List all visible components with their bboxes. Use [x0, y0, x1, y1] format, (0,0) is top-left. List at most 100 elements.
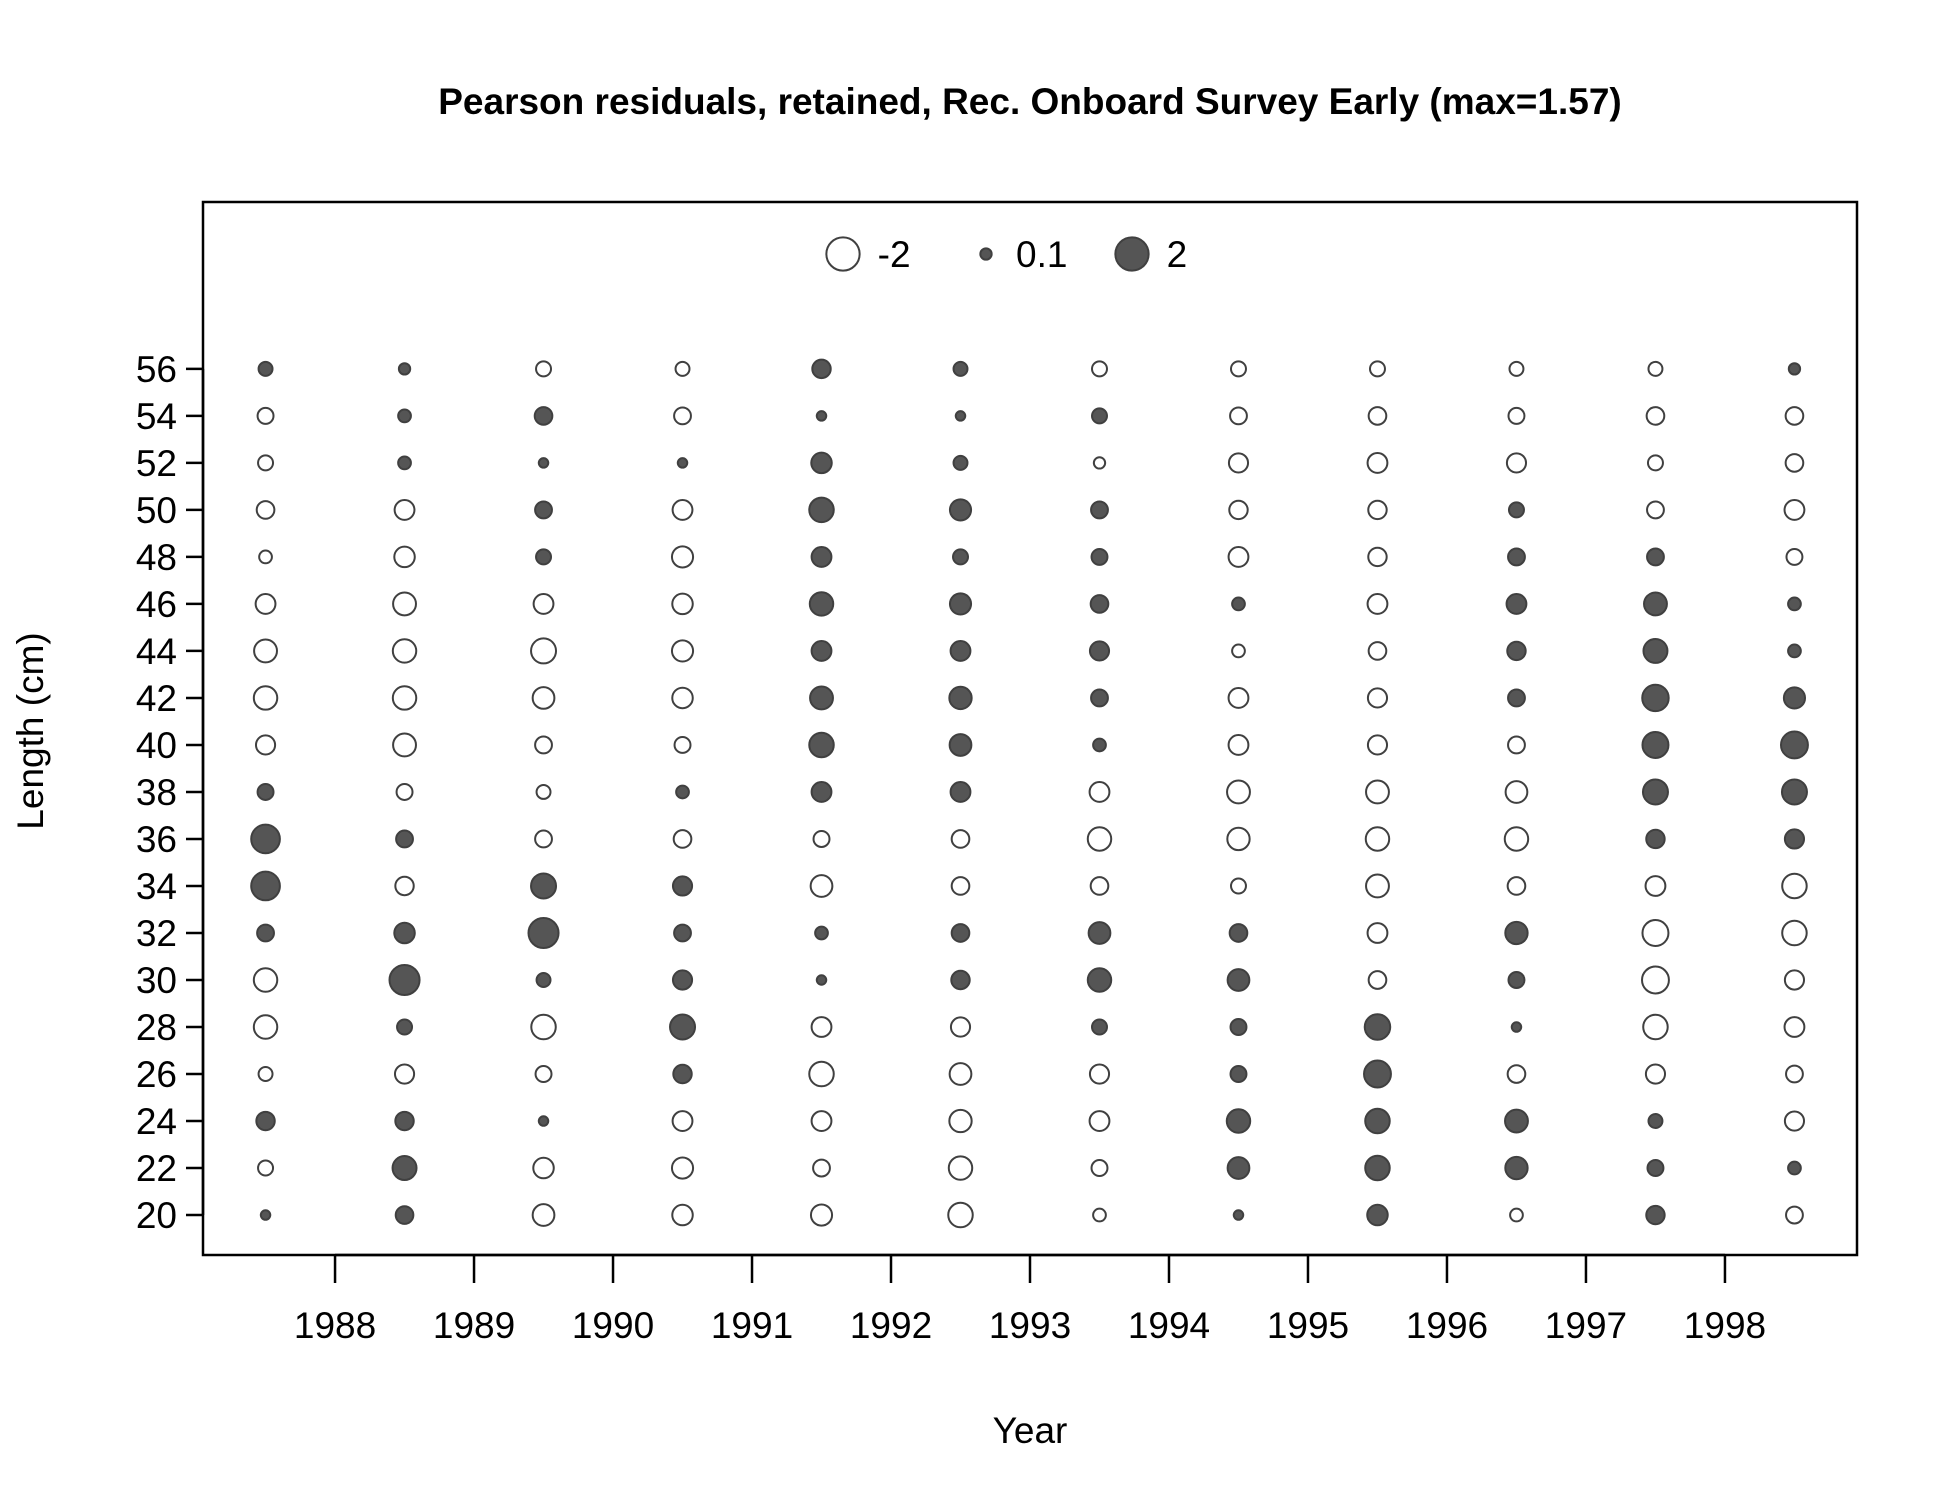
residual-bubble [1785, 1064, 1804, 1084]
x-tick-label: 1991 [711, 1305, 793, 1346]
residual-bubble [949, 1016, 972, 1038]
residual-bubble [810, 1016, 833, 1038]
residual-bubble [1086, 826, 1113, 852]
residual-bubble [1089, 594, 1110, 614]
y-tick-label: 42 [136, 678, 177, 719]
residual-bubble [393, 1063, 416, 1085]
residual-bubble [671, 969, 694, 991]
residual-bubble [1231, 643, 1246, 659]
residual-bubble [1090, 688, 1109, 708]
residual-bubble [1506, 876, 1527, 896]
residual-bubble [1641, 683, 1670, 713]
residual-bubble [252, 1014, 279, 1040]
residual-bubble [258, 549, 273, 565]
x-tick-label: 1995 [1267, 1305, 1349, 1346]
residual-bubble [671, 498, 694, 521]
residual-bubble [1089, 876, 1110, 896]
legend-label: 2 [1167, 234, 1188, 275]
residual-bubble [1645, 828, 1666, 850]
residual-bubble [1090, 360, 1108, 378]
residual-bubble [252, 967, 279, 993]
residual-bubble [395, 829, 414, 849]
residual-bubble [1646, 454, 1664, 472]
residual-bubble [948, 1108, 973, 1134]
residual-bubble [948, 733, 973, 757]
residual-bubble [1644, 1063, 1667, 1085]
residual-bubble [672, 829, 693, 849]
residual-bubble [388, 963, 421, 997]
y-tick-label: 28 [136, 1007, 177, 1048]
residual-bubble [252, 685, 279, 711]
y-tick-label: 30 [136, 960, 177, 1001]
residual-bubble [950, 829, 971, 849]
residual-bubble [809, 1203, 834, 1227]
residual-bubble [1086, 967, 1113, 993]
residual-bubble [1641, 919, 1670, 947]
y-tick-label: 36 [136, 819, 177, 860]
residual-bubble [1783, 1016, 1806, 1038]
residual-bubble [809, 874, 834, 898]
residual-bubble [1784, 453, 1805, 473]
y-tick-label: 22 [136, 1148, 177, 1189]
residual-bubble [812, 829, 831, 848]
residual-bubble [1366, 922, 1389, 944]
legend-label: -2 [878, 234, 911, 275]
residual-bubble [671, 592, 694, 616]
residual-bubble [1646, 500, 1665, 520]
residual-bubble [259, 1209, 272, 1221]
residual-bubble [1088, 1110, 1111, 1132]
residual-bubble [1783, 828, 1806, 850]
residual-bubble [1092, 456, 1107, 470]
residual-bubble [812, 1158, 831, 1178]
residual-bubble [672, 1063, 693, 1085]
residual-bubble [949, 781, 972, 803]
residual-bubble [1090, 547, 1109, 566]
residual-bubble [394, 1110, 415, 1132]
residual-bubble [1647, 360, 1664, 377]
residual-bubble [1088, 1063, 1111, 1085]
bubble-layer [250, 358, 1809, 1229]
residual-bubble [537, 1115, 550, 1127]
residual-bubble [1507, 501, 1525, 519]
y-tick-label: 48 [136, 537, 177, 578]
x-tick-label: 1989 [433, 1305, 515, 1346]
y-tick-label: 32 [136, 913, 177, 954]
residual-bubble [393, 498, 416, 521]
residual-bubble [1364, 826, 1391, 852]
y-tick-label: 44 [136, 631, 177, 672]
residual-bubble [810, 1110, 833, 1132]
residual-bubble [1226, 779, 1251, 805]
residual-bubble [808, 1060, 835, 1088]
residual-bubble [947, 1201, 974, 1229]
residual-bubble [1643, 591, 1668, 617]
residual-bubble [954, 410, 967, 422]
residual-bubble [1229, 1065, 1248, 1083]
residual-bubble [250, 870, 281, 902]
residual-bubble [1782, 686, 1807, 710]
residual-bubble [947, 1155, 974, 1181]
residual-bubble [391, 1155, 418, 1182]
residual-bubble [808, 496, 835, 524]
residual-bubble [669, 1013, 697, 1041]
residual-bubble [1785, 547, 1804, 566]
residual-bubble [1367, 641, 1388, 661]
residual-bubble [1368, 360, 1386, 378]
residual-bubble [392, 732, 417, 758]
residual-bubble [1092, 737, 1107, 753]
residual-bubble [1780, 778, 1808, 806]
y-tick-label: 40 [136, 725, 177, 766]
residual-bubble [808, 731, 835, 759]
legend-symbol [979, 247, 993, 261]
residual-bubble [1229, 406, 1248, 426]
residual-bubble [1645, 1204, 1666, 1226]
residual-bubble [1781, 919, 1808, 947]
residual-bubble [1507, 735, 1526, 755]
residual-bubble [533, 406, 554, 426]
residual-bubble [534, 1065, 553, 1083]
y-tick-label: 46 [136, 584, 177, 625]
residual-bubble [1366, 734, 1389, 756]
residual-bubble [810, 781, 833, 803]
residual-bubble [1506, 640, 1527, 662]
residual-bubble [1366, 1203, 1389, 1227]
legend: -2 0.1 2 [825, 234, 1188, 275]
